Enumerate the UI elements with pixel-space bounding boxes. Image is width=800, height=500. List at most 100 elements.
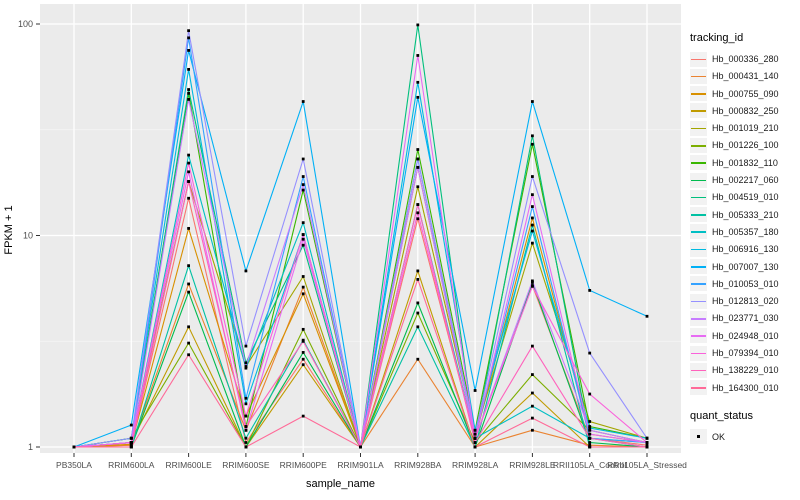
legend-key-swatch bbox=[690, 103, 707, 119]
legend-item-label: Hb_000431_140 bbox=[712, 71, 779, 82]
data-point bbox=[187, 49, 190, 52]
x-tick-label: RRIM928LA bbox=[452, 460, 499, 470]
legend-key-swatch bbox=[690, 120, 707, 136]
legend-item-label: Hb_138229_010 bbox=[712, 365, 779, 376]
data-point bbox=[187, 341, 190, 345]
data-point bbox=[301, 175, 305, 178]
legend-key-swatch bbox=[690, 362, 707, 378]
legend-key-swatch bbox=[690, 51, 707, 67]
legend-key-swatch bbox=[690, 86, 707, 102]
data-point bbox=[531, 175, 534, 178]
x-tick-label: RRIM901LA bbox=[337, 460, 384, 470]
data-point bbox=[129, 423, 133, 427]
data-point bbox=[416, 357, 420, 361]
legend-key-swatch bbox=[690, 328, 707, 344]
legend-item-label: Hb_001226_100 bbox=[712, 140, 779, 151]
data-point bbox=[301, 363, 305, 367]
legend-line-icon bbox=[691, 283, 706, 285]
x-tick-label: RRIM928BA bbox=[394, 460, 442, 470]
data-point bbox=[416, 165, 420, 169]
legend-item-Hb_000832_250: Hb_000832_250 bbox=[690, 103, 798, 119]
legend-key-swatch bbox=[690, 224, 707, 240]
data-point bbox=[187, 98, 190, 101]
legend-tracking-items: Hb_000336_280 Hb_000431_140 Hb_000755_090 H… bbox=[690, 51, 798, 396]
data-point bbox=[301, 183, 305, 187]
data-point bbox=[531, 279, 534, 283]
x-tick-label: RRIM600LE bbox=[165, 460, 212, 470]
legend-line-icon bbox=[691, 317, 706, 320]
data-point bbox=[244, 445, 248, 449]
data-point bbox=[301, 414, 305, 418]
legend-item-label: Hb_012813_020 bbox=[712, 296, 779, 307]
legend-item-Hb_001832_110: Hb_001832_110 bbox=[690, 155, 798, 171]
data-point bbox=[531, 205, 534, 208]
legend-key-swatch bbox=[690, 293, 707, 309]
data-point bbox=[416, 325, 420, 329]
data-point bbox=[301, 292, 305, 296]
data-point bbox=[473, 389, 477, 392]
y-tick-label: 10 bbox=[23, 231, 33, 241]
data-point bbox=[645, 436, 649, 440]
data-point bbox=[588, 428, 592, 432]
data-point bbox=[301, 339, 305, 343]
legend-line-icon bbox=[691, 214, 706, 216]
data-point bbox=[416, 211, 420, 215]
legend-key-swatch bbox=[690, 241, 707, 257]
legend-line-icon bbox=[691, 196, 706, 199]
legend-line-icon bbox=[691, 266, 706, 268]
data-point bbox=[129, 436, 133, 440]
legend-line-icon bbox=[691, 75, 706, 78]
data-point bbox=[244, 269, 248, 273]
data-point bbox=[187, 325, 190, 329]
data-point bbox=[244, 402, 248, 406]
data-point bbox=[187, 227, 190, 230]
data-point bbox=[187, 180, 190, 183]
legend-item-label: Hb_002217_060 bbox=[712, 175, 779, 186]
data-point bbox=[531, 142, 534, 146]
legend-line-icon bbox=[691, 231, 706, 234]
legend-key-swatch bbox=[690, 155, 707, 171]
legend-line-icon bbox=[691, 58, 706, 61]
legend-title-tracking-id: tracking_id bbox=[690, 32, 744, 44]
data-point bbox=[187, 161, 190, 165]
legend-item-Hb_012813_020: Hb_012813_020 bbox=[690, 293, 798, 309]
data-point bbox=[187, 91, 190, 95]
data-point bbox=[416, 80, 420, 84]
data-point bbox=[473, 428, 477, 432]
data-point bbox=[301, 243, 305, 247]
legend-item-label: Hb_004519_010 bbox=[712, 192, 779, 203]
legend-item-Hb_023771_030: Hb_023771_030 bbox=[690, 310, 798, 326]
data-point bbox=[531, 284, 534, 288]
data-point bbox=[187, 170, 190, 174]
legend-item-Hb_002217_060: Hb_002217_060 bbox=[690, 172, 798, 188]
data-point bbox=[531, 428, 534, 432]
data-point bbox=[416, 95, 420, 99]
data-point bbox=[301, 275, 305, 278]
data-point bbox=[187, 88, 190, 91]
data-point bbox=[187, 353, 190, 357]
data-point bbox=[244, 441, 248, 444]
y-axis-title: FPKM + 1 bbox=[3, 205, 15, 255]
data-point bbox=[531, 216, 534, 220]
y-tick-label: 100 bbox=[18, 19, 33, 29]
legend-key-swatch bbox=[690, 137, 707, 153]
legend-item-label: Hb_001019_210 bbox=[712, 123, 779, 134]
data-point bbox=[531, 193, 534, 197]
data-point bbox=[244, 396, 248, 400]
data-point bbox=[187, 36, 190, 40]
data-point bbox=[473, 432, 477, 436]
data-point bbox=[301, 285, 305, 289]
legend-line-icon bbox=[691, 93, 706, 95]
data-point bbox=[645, 443, 649, 447]
y-tick-label: 1 bbox=[28, 442, 33, 452]
data-point bbox=[187, 153, 190, 157]
x-tick-label: RRIM600LA bbox=[108, 460, 155, 470]
legend-line-icon bbox=[691, 110, 706, 112]
legend-line-icon bbox=[691, 144, 706, 147]
legend-panel: tracking_id Hb_000336_280 Hb_000431_140 Hb… bbox=[690, 32, 798, 446]
data-point bbox=[416, 148, 420, 151]
data-point bbox=[531, 134, 534, 138]
legend-line-icon bbox=[691, 127, 706, 130]
legend-item-label: Hb_000832_250 bbox=[712, 105, 779, 116]
